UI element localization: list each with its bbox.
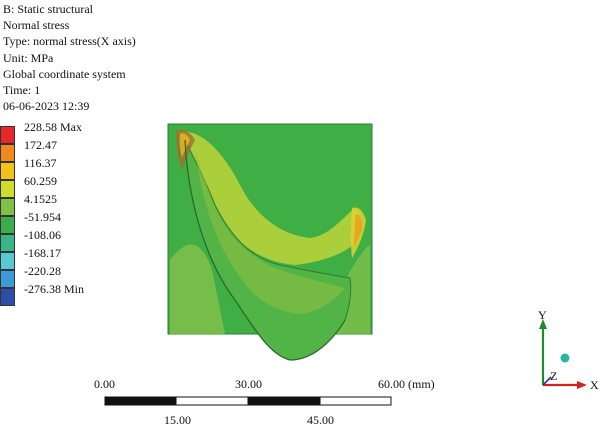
coordinate-triad[interactable]: Y X Z: [515, 305, 600, 405]
legend-row: 60.259: [0, 174, 120, 200]
analysis-name: B: Static structural: [3, 2, 93, 16]
legend-row: -276.38 Min: [0, 282, 120, 308]
legend-row: -168.17: [0, 246, 120, 272]
result-unit: Unit: MPa: [3, 50, 54, 65]
legend-label: -51.954: [24, 210, 61, 224]
legend-label: 4.1525: [24, 192, 57, 206]
legend-label: 60.259: [24, 174, 57, 188]
scale-segment-2: [175, 396, 249, 406]
legend-swatch: [0, 162, 15, 180]
z-axis-icon: [542, 376, 552, 386]
y-axis-label: Y: [538, 308, 547, 322]
scale-label-30: 30.00: [235, 377, 262, 391]
scale-segment-1: [105, 397, 176, 405]
legend-swatch: [0, 270, 15, 288]
legend-swatch: [0, 180, 15, 198]
legend-swatch: [0, 198, 15, 216]
scale-frame: [104, 396, 392, 406]
coordinate-system: Global coordinate system: [3, 66, 126, 81]
legend-swatch: [0, 126, 15, 144]
scale-segment-4: [319, 396, 392, 406]
stress-band-upper: [178, 131, 362, 265]
result-type: Type: normal stress(X axis): [3, 34, 136, 49]
blade-inner-surface: [195, 150, 345, 314]
legend-swatch: [0, 234, 15, 252]
x-axis-label: X: [590, 378, 599, 392]
scale-label-0: 0.00: [94, 377, 115, 391]
scale-label-15: 15.00: [164, 413, 191, 427]
result-info-panel: B: Static structural Normal stress Type:…: [3, 1, 136, 114]
result-timestamp: 06-06-2023 12:39: [3, 99, 90, 114]
legend-row: -108.06: [0, 228, 120, 254]
x-arrow-icon: [577, 381, 587, 389]
legend-label: -276.38 Min: [24, 282, 84, 296]
legend-label: 228.58 Max: [24, 120, 82, 134]
legend-swatch: [0, 288, 15, 306]
legend-row: 116.37: [0, 156, 120, 182]
legend-row: -51.954: [0, 210, 120, 236]
blade-outline: [184, 139, 346, 361]
result-time: Time: 1: [3, 83, 41, 98]
legend-row: 172.47: [0, 138, 120, 164]
stress-hotspot-right-inner: [354, 214, 362, 246]
scale-label-60: 60.00 (mm): [378, 377, 435, 391]
legend-row: -220.28: [0, 264, 120, 290]
legend-swatch: [0, 216, 15, 234]
z-axis-label: Z: [550, 369, 557, 383]
legend-row: 228.58 Max: [0, 120, 120, 146]
legend-label: -108.06: [24, 228, 61, 242]
stress-region-left: [170, 244, 225, 334]
legend-label: -220.28: [24, 264, 61, 278]
legend-row: 4.1525: [0, 192, 120, 218]
legend-swatch: [0, 252, 15, 270]
legend-label: 172.47: [24, 138, 57, 152]
legend-label: 116.37: [24, 156, 57, 170]
scale-segment-3: [248, 397, 320, 405]
scale-label-45: 45.00: [307, 413, 334, 427]
result-name: Normal stress: [3, 18, 70, 33]
legend-label: -168.17: [24, 246, 61, 260]
y-arrow-icon: [539, 319, 547, 329]
legend-swatch: [0, 144, 15, 162]
view-orb-icon[interactable]: [560, 353, 570, 363]
